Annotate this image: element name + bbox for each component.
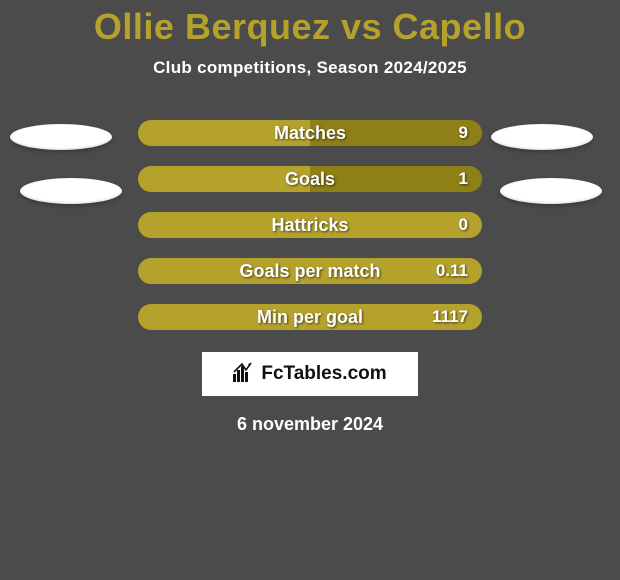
ellipse-top-left (10, 124, 112, 150)
stat-row-goals: Goals 1 (138, 166, 482, 192)
ellipse-mid-left (20, 178, 122, 204)
brand-box: FcTables.com (202, 352, 418, 396)
stat-value-right: 1 (459, 169, 468, 189)
stat-row-min-per-goal: Min per goal 1117 (138, 304, 482, 330)
stat-label: Goals per match (239, 261, 380, 282)
brand-text: FcTables.com (261, 363, 386, 385)
comparison-infographic: Ollie Berquez vs Capello Club competitio… (0, 0, 620, 580)
page-title: Ollie Berquez vs Capello (0, 0, 620, 48)
page-subtitle: Club competitions, Season 2024/2025 (0, 58, 620, 78)
date-text: 6 november 2024 (0, 414, 620, 435)
stat-label: Matches (274, 123, 346, 144)
ellipse-top-right (491, 124, 593, 150)
stat-value-right: 0.11 (436, 261, 468, 281)
stat-label: Min per goal (257, 307, 363, 328)
stat-row-hattricks: Hattricks 0 (138, 212, 482, 238)
stat-row-goals-per-match: Goals per match 0.11 (138, 258, 482, 284)
stat-fill-right (310, 166, 482, 192)
stat-label: Hattricks (271, 215, 348, 236)
stat-label: Goals (285, 169, 335, 190)
brand-inner: FcTables.com (233, 362, 386, 387)
bars-icon (233, 362, 255, 387)
ellipse-mid-right (500, 178, 602, 204)
stat-row-matches: Matches 9 (138, 120, 482, 146)
stat-value-right: 0 (459, 215, 468, 235)
stats-container: Matches 9 Goals 1 Hattricks 0 Goals per … (0, 120, 620, 330)
stat-value-right: 9 (459, 123, 468, 143)
stat-value-right: 1117 (432, 307, 468, 327)
